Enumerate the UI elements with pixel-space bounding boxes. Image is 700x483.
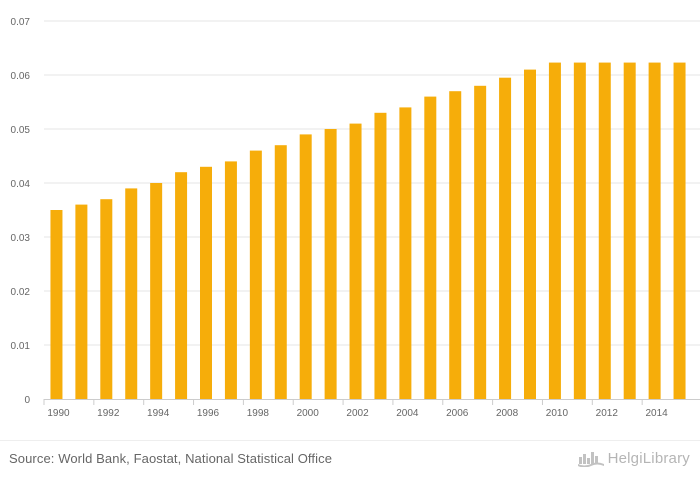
bar [648, 62, 661, 399]
brand-name: HelgiLibrary [607, 449, 690, 467]
bar [374, 112, 387, 400]
bar [474, 85, 487, 400]
x-tick-label: 2008 [496, 408, 519, 419]
x-tick-label: 2000 [297, 408, 320, 419]
y-tick-label: 0.04 [11, 179, 31, 190]
bar [524, 69, 536, 399]
x-tick-label: 2004 [396, 408, 419, 419]
y-tick-label: 0.06 [11, 71, 31, 82]
chart-footer: Source: World Bank, Faostat, National St… [0, 440, 700, 483]
x-tick-label: 2006 [446, 408, 469, 419]
helgi-library-logo-icon [577, 452, 604, 467]
x-tick-label: 2012 [596, 408, 619, 419]
bar [573, 62, 586, 399]
x-tick-label: 1998 [247, 408, 270, 419]
bar [324, 129, 337, 399]
y-tick-label: 0.02 [11, 287, 31, 298]
bar [224, 161, 237, 399]
y-tick-label: 0.07 [11, 17, 31, 28]
y-tick-label: 0.03 [11, 233, 31, 244]
bar [50, 210, 63, 399]
bar [150, 183, 163, 399]
x-tick-label: 1990 [47, 408, 70, 419]
x-tick-label: 2002 [346, 408, 369, 419]
x-tick-label: 2010 [546, 408, 569, 419]
bar [399, 107, 412, 400]
bar [598, 62, 611, 399]
bar [100, 199, 113, 399]
x-tick-label: 1994 [147, 408, 170, 419]
bar [175, 172, 188, 399]
bar [349, 123, 362, 399]
x-tick-label: 2014 [645, 408, 668, 419]
bar [75, 204, 88, 399]
bar [548, 62, 561, 399]
y-tick-label: 0.01 [11, 341, 31, 352]
y-tick-label: 0 [24, 395, 30, 406]
y-tick-label: 0.05 [11, 125, 31, 136]
x-tick-label: 1992 [97, 408, 120, 419]
bar [673, 62, 686, 399]
bar [623, 62, 636, 399]
bar [299, 134, 312, 399]
bar [499, 77, 512, 399]
bar [424, 96, 437, 399]
bar [200, 166, 212, 399]
source-note: Source: World Bank, Faostat, National St… [9, 451, 333, 466]
bar-chart: 0 0.01 0.02 0.03 0.04 0.05 0.06 0.07 1990 1992 199… [11, 17, 700, 419]
brand-logo[interactable]: HelgiLibrary [577, 449, 690, 467]
bar [274, 145, 287, 399]
x-tick-label: 1996 [197, 408, 220, 419]
bar [125, 188, 138, 399]
bar [249, 150, 262, 399]
bar [449, 91, 462, 399]
